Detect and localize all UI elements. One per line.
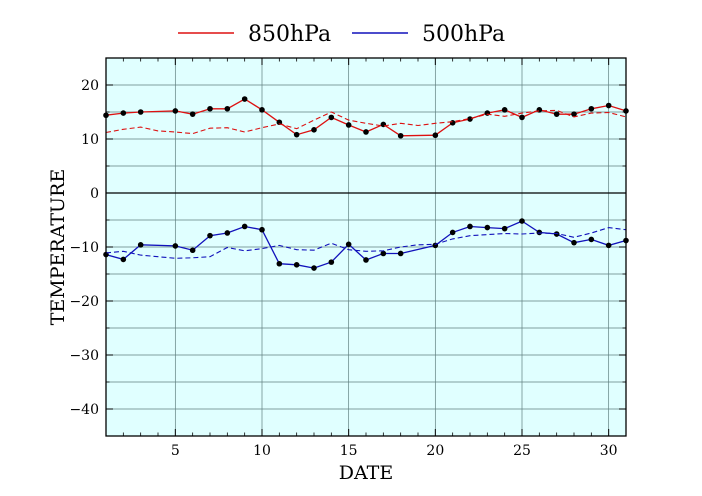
legend-label: 850hPa (248, 22, 331, 47)
data-point (501, 225, 508, 232)
data-point (224, 105, 231, 112)
data-point (345, 241, 352, 248)
series-dashed-line (105, 227, 627, 259)
series-layer (103, 96, 629, 271)
data-point (120, 256, 127, 263)
data-point (605, 242, 612, 249)
data-point (293, 262, 300, 268)
x-axis-ticks: 5 10 15 20 25 30 (105, 58, 627, 459)
data-point (328, 259, 335, 265)
data-point (432, 132, 439, 139)
data-point (137, 109, 144, 115)
data-point (207, 105, 213, 112)
y-tick-label: 20 (81, 78, 99, 94)
y-tick-label: 10 (81, 132, 99, 148)
x-tick-label: 20 (426, 443, 444, 459)
x-tick-label: 10 (253, 443, 271, 459)
legend: 850hPa 500hPa (178, 22, 505, 47)
data-point (397, 250, 404, 257)
data-point (241, 96, 248, 102)
data-point (311, 265, 317, 271)
series-850hpa (103, 96, 629, 139)
data-point (328, 114, 335, 121)
y-tick-label: −10 (69, 240, 99, 256)
data-point (172, 243, 179, 249)
data-point (588, 236, 595, 243)
y-tick-label: −40 (69, 402, 99, 418)
data-point (189, 111, 196, 117)
y-tick-label: −30 (69, 348, 99, 364)
data-point (588, 105, 595, 112)
y-tick-label: −20 (69, 294, 99, 310)
data-point (605, 102, 612, 109)
data-point (571, 239, 577, 246)
data-point (224, 230, 231, 236)
data-point (397, 132, 404, 139)
data-point (536, 107, 543, 113)
data-point (501, 107, 508, 113)
y-axis-title: TEMPERATURE (47, 169, 69, 326)
data-point (137, 242, 144, 248)
x-tick-label: 15 (340, 443, 358, 459)
data-point (380, 121, 387, 128)
series-500hpa (103, 218, 629, 271)
x-tick-label: 25 (513, 443, 531, 459)
data-point (207, 232, 213, 239)
data-point (259, 107, 265, 113)
data-point (345, 122, 352, 128)
data-point (449, 229, 456, 236)
legend-label: 500hPa (422, 22, 505, 47)
data-point (484, 224, 491, 231)
data-point (120, 110, 127, 116)
data-point (311, 127, 317, 133)
data-point (449, 120, 456, 126)
data-point (293, 131, 300, 138)
series-dashed-3 (105, 227, 627, 259)
data-point (276, 260, 283, 267)
x-tick-label: 30 (600, 443, 618, 459)
data-point (571, 111, 577, 117)
data-point (259, 226, 265, 233)
data-point (553, 111, 560, 117)
x-tick-label: 5 (171, 443, 180, 459)
data-point (467, 223, 473, 230)
data-point (172, 108, 179, 114)
data-point (484, 110, 491, 116)
data-point (380, 250, 387, 257)
data-point (241, 223, 248, 230)
x-axis-title: DATE (339, 462, 393, 484)
data-point (519, 218, 525, 224)
y-axis-ticks: 20 10 0 −10 −20 −30 −40 (69, 78, 626, 418)
data-point (276, 119, 283, 126)
y-tick-label: 0 (90, 186, 99, 202)
data-point (189, 247, 196, 254)
data-point (363, 129, 369, 135)
data-point (536, 229, 543, 236)
data-point (363, 257, 369, 263)
data-point (519, 114, 525, 121)
